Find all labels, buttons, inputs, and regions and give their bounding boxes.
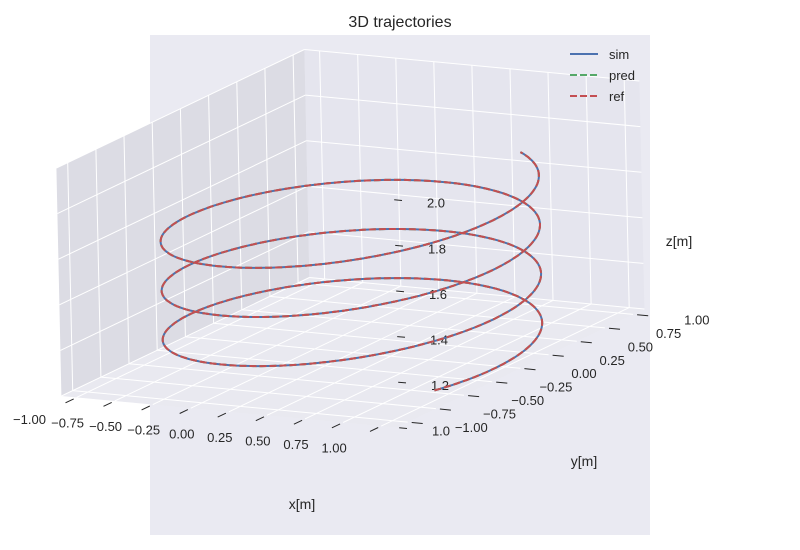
y-axis-tick-label: 1.00 (684, 312, 709, 327)
z-axis-tick (397, 336, 406, 338)
y-axis-tick (580, 341, 592, 344)
grid-line (585, 75, 592, 305)
legend-label-sim: sim (609, 47, 629, 62)
x-axis-ticks: −1.00 −0.75 −0.50 −0.25 0.00 0.25 0.50 0.75 1.00 (13, 398, 379, 456)
x-axis-tick-label: 0.75 (283, 437, 308, 452)
z-axis-tick-label: 1.0 (432, 424, 450, 439)
grid-line (236, 81, 243, 310)
grid-line (151, 122, 158, 351)
grid-line (264, 68, 271, 297)
grid-line (319, 50, 326, 279)
x-axis-tick-label: 0.25 (207, 430, 232, 445)
x-axis-tick-label: −0.25 (127, 423, 160, 438)
x-axis-tick-label: −0.75 (51, 416, 84, 431)
grid-line (395, 58, 402, 287)
z-axis-tick (395, 244, 404, 247)
z-axis-tick-label: 1.2 (431, 378, 449, 393)
x-axis-tick-label: 0.50 (245, 433, 270, 448)
grid-line (308, 231, 644, 264)
grid-line (100, 376, 436, 410)
grid-line (123, 135, 130, 364)
grid-line (185, 336, 521, 369)
y-axis-tick-label: −1.00 (455, 420, 488, 435)
y-axis-tick (468, 395, 480, 398)
y-axis-ticks: −1.00−0.75−0.50−0.250.00 0.250.500.751.00 (411, 312, 709, 435)
y-axis-tick-label: 0.75 (656, 326, 681, 341)
grid-line (57, 94, 306, 215)
grid-line (292, 54, 299, 283)
legend: sim pred ref (570, 47, 635, 104)
x-axis-tick (255, 416, 265, 422)
grid-line (307, 185, 643, 219)
series-lines (159, 151, 544, 392)
x-axis-label: x[m] (289, 496, 315, 512)
z-axis-tick-label: 1.6 (429, 287, 447, 302)
grid-line (306, 140, 642, 173)
grid-line (623, 79, 630, 308)
grid-line (58, 140, 307, 260)
z-axis-ticks: 1.01.21.41.61.82.0 (394, 196, 450, 439)
grid-line (128, 363, 465, 396)
grid-line (305, 94, 641, 128)
x-axis-tick (103, 401, 112, 407)
x-axis-tick (217, 412, 227, 418)
z-axis-tick (394, 199, 403, 201)
grid-line (59, 185, 308, 306)
x-axis-tick (179, 409, 189, 414)
x-axis-tick (293, 419, 303, 425)
y-axis-tick-label: −0.50 (511, 393, 544, 408)
grid-lines (56, 49, 645, 427)
grid-line (471, 65, 478, 294)
y-axis-tick (637, 314, 649, 317)
grid-line (208, 95, 215, 324)
chart-title: 3D trajectories (348, 14, 451, 31)
grid-line (56, 49, 305, 169)
y-axis-tick (608, 327, 621, 330)
grid-line (60, 231, 309, 351)
x-axis-tick (331, 423, 341, 429)
z-axis-tick (399, 427, 408, 429)
grid-line (433, 61, 440, 290)
grid-line (298, 282, 634, 315)
y-axis-tick (552, 354, 564, 357)
y-axis-label: y[m] (571, 453, 597, 469)
z-axis-tick-label: 1.8 (428, 241, 446, 256)
x-axis-tick-label: −1.00 (13, 412, 46, 427)
x-axis-tick-label: 1.00 (321, 441, 346, 456)
x-axis-tick (65, 398, 74, 404)
y-axis-tick-label: 0.00 (571, 366, 596, 381)
z-axis-label: z[m] (666, 233, 692, 249)
grid-line (213, 322, 549, 356)
z-axis-tick (398, 381, 407, 384)
y-axis-tick (496, 381, 508, 384)
y-axis-tick-label: 0.50 (628, 339, 653, 354)
grid-line (547, 72, 554, 301)
grid-line (95, 149, 102, 378)
y-axis-tick (411, 422, 423, 424)
y-axis-tick-label: 0.25 (600, 353, 625, 368)
x-axis-tick (141, 405, 151, 411)
grid-line (357, 54, 364, 283)
grid-line (67, 162, 74, 391)
y-axis-tick-label: −0.25 (539, 380, 572, 395)
grid-line (61, 277, 310, 397)
legend-label-pred: pred (609, 68, 635, 83)
z-axis-tick-label: 2.0 (427, 196, 445, 211)
x-axis-tick-label: 0.00 (169, 426, 194, 441)
grid-line (269, 295, 605, 329)
y-axis-tick (439, 408, 451, 411)
legend-label-ref: ref (609, 89, 625, 104)
grid-line (309, 277, 645, 310)
x-axis-tick (369, 427, 379, 432)
grid-line (179, 108, 186, 337)
y-axis-tick (524, 368, 536, 371)
x-axis-tick-label: −0.50 (89, 419, 122, 434)
grid-line (157, 349, 493, 383)
series-line-ref (159, 151, 544, 392)
y-axis-tick-label: −0.75 (483, 407, 516, 422)
z-axis-tick (396, 290, 405, 293)
grid-line (72, 390, 408, 423)
